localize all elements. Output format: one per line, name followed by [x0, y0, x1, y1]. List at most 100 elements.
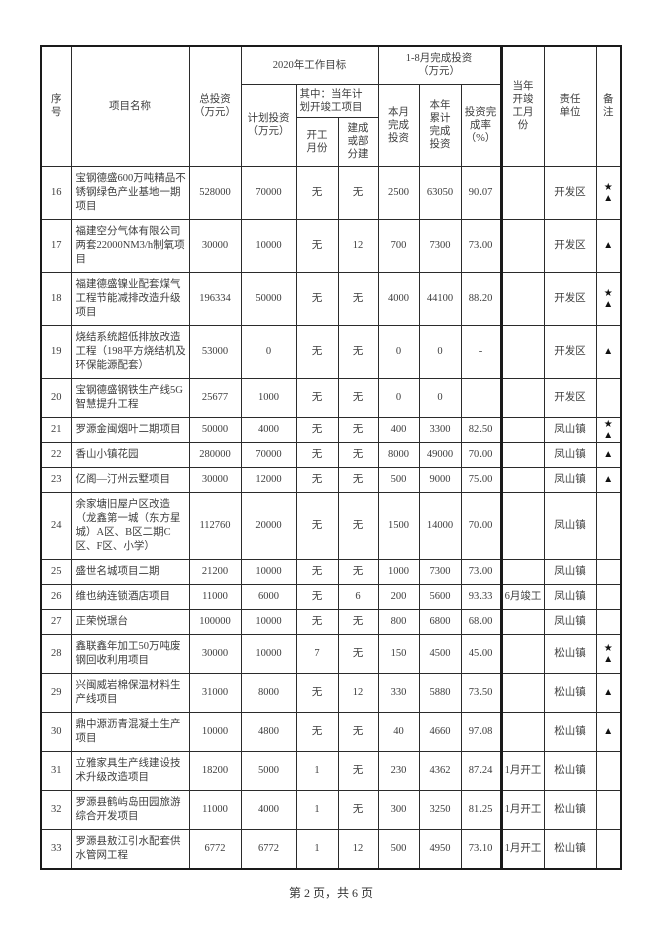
table-row: 32 罗源县鹤屿岛田园旅游综合开发项目 11000 4000 1 无 300 3…	[40, 789, 622, 830]
cell-built-or-partial: 无	[337, 558, 379, 585]
col-header-completion-rate: 投资完 成率 （%）	[460, 83, 502, 167]
cell-start-finish-month	[499, 416, 545, 443]
cell-note	[595, 608, 622, 635]
page-number-footer: 第 2 页，共 6 页	[288, 886, 373, 900]
cell-month-investment: 800	[377, 608, 420, 635]
cell-year-cumulative-investment: 3250	[418, 789, 462, 830]
cell-completion-rate: 88.20	[460, 271, 502, 326]
cell-planned-investment: 6772	[240, 828, 297, 869]
cell-start-finish-month	[499, 271, 545, 326]
cell-month-investment: 330	[377, 672, 420, 713]
cell-start-month: 无	[295, 466, 339, 493]
cell-month-investment: 500	[377, 466, 420, 493]
cell-built-or-partial: 无	[337, 441, 379, 468]
cell-planned-investment: 20000	[240, 491, 297, 560]
cell-planned-investment: 4800	[240, 711, 297, 752]
cell-total-investment: 30000	[188, 466, 242, 493]
cell-seq: 17	[40, 218, 72, 273]
table-row: 16 宝钢德盛600万吨精品不锈钢绿色产业基地一期项目 528000 70000…	[40, 165, 622, 220]
table-row: 27 正荣悦璟台 100000 10000 无 无 800 6800 68.00…	[40, 608, 622, 635]
cell-planned-investment: 10000	[240, 633, 297, 674]
table-row: 26 维也纳连锁酒店项目 11000 6000 无 6 200 5600 93.…	[40, 583, 622, 610]
cell-planned-investment: 0	[240, 324, 297, 379]
table-row: 18 福建德盛镍业配套煤气工程节能减排改造升级项目 196334 50000 无…	[40, 271, 622, 326]
cell-seq: 30	[40, 711, 72, 752]
cell-seq: 21	[40, 416, 72, 443]
cell-note	[595, 491, 622, 560]
cell-total-investment: 53000	[188, 324, 242, 379]
table-body: 16 宝钢德盛600万吨精品不锈钢绿色产业基地一期项目 528000 70000…	[40, 165, 622, 869]
cell-completion-rate: 75.00	[460, 466, 502, 493]
cell-total-investment: 528000	[188, 165, 242, 220]
cell-note	[595, 558, 622, 585]
cell-responsible-unit: 开发区	[543, 165, 597, 220]
cell-month-investment: 200	[377, 583, 420, 610]
cell-project-name: 福建空分气体有限公司两套22000NM3/h制氧项目	[70, 218, 190, 273]
table-row: 19 烧结系统超低排放改造工程（198平方烧结机及环保能源配套） 53000 0…	[40, 324, 622, 379]
cell-start-finish-month: 1月开工	[499, 750, 545, 791]
cell-start-finish-month: 1月开工	[499, 828, 545, 869]
table-row: 33 罗源县敖江引水配套供水管网工程 6772 6772 1 12 500 49…	[40, 828, 622, 869]
cell-total-investment: 10000	[188, 711, 242, 752]
col-header-total-investment: 总投资 （万元）	[188, 45, 242, 167]
col-group-jan-aug-investment: 1-8月完成投资 （万元）	[377, 45, 502, 85]
cell-month-investment: 2500	[377, 165, 420, 220]
cell-total-investment: 31000	[188, 672, 242, 713]
cell-planned-investment: 50000	[240, 271, 297, 326]
cell-seq: 18	[40, 271, 72, 326]
cell-built-or-partial: 无	[337, 324, 379, 379]
cell-year-cumulative-investment: 0	[418, 377, 462, 418]
cell-seq: 28	[40, 633, 72, 674]
cell-year-cumulative-investment: 63050	[418, 165, 462, 220]
cell-total-investment: 112760	[188, 491, 242, 560]
cell-start-finish-month	[499, 491, 545, 560]
cell-project-name: 香山小镇花园	[70, 441, 190, 468]
cell-project-name: 宝钢德盛600万吨精品不锈钢绿色产业基地一期项目	[70, 165, 190, 220]
cell-project-name: 盛世名城项目二期	[70, 558, 190, 585]
cell-planned-investment: 70000	[240, 441, 297, 468]
cell-note	[595, 750, 622, 791]
cell-month-investment: 1500	[377, 491, 420, 560]
cell-note: ★ ▲	[595, 165, 622, 220]
cell-project-name: 罗源县敖江引水配套供水管网工程	[70, 828, 190, 869]
cell-start-month: 1	[295, 789, 339, 830]
cell-total-investment: 11000	[188, 789, 242, 830]
cell-built-or-partial: 无	[337, 789, 379, 830]
cell-month-investment: 500	[377, 828, 420, 869]
cell-seq: 26	[40, 583, 72, 610]
cell-start-finish-month	[499, 466, 545, 493]
cell-total-investment: 196334	[188, 271, 242, 326]
cell-seq: 32	[40, 789, 72, 830]
cell-start-finish-month	[499, 608, 545, 635]
cell-month-investment: 0	[377, 324, 420, 379]
cell-completion-rate: 45.00	[460, 633, 502, 674]
cell-built-or-partial: 无	[337, 750, 379, 791]
cell-built-or-partial: 12	[337, 218, 379, 273]
cell-start-month: 无	[295, 608, 339, 635]
cell-total-investment: 25677	[188, 377, 242, 418]
col-header-responsible-unit: 责任 单位	[543, 45, 597, 167]
cell-year-cumulative-investment: 4660	[418, 711, 462, 752]
cell-start-month: 1	[295, 750, 339, 791]
cell-seq: 27	[40, 608, 72, 635]
cell-note: ▲	[595, 441, 622, 468]
cell-responsible-unit: 开发区	[543, 377, 597, 418]
cell-project-name: 立雅家具生产线建设技术升级改造项目	[70, 750, 190, 791]
cell-project-name: 宝钢德盛钢铁生产线5G智慧提升工程	[70, 377, 190, 418]
cell-planned-investment: 4000	[240, 416, 297, 443]
cell-built-or-partial: 无	[337, 711, 379, 752]
cell-responsible-unit: 松山镇	[543, 828, 597, 869]
col-header-start-finish-month: 当年 开竣 工月 份	[499, 45, 545, 167]
col-header-start-month: 开工 月份	[295, 116, 339, 167]
cell-year-cumulative-investment: 49000	[418, 441, 462, 468]
cell-month-investment: 700	[377, 218, 420, 273]
col-header-planned-investment: 计划投资 （万元）	[240, 83, 297, 167]
cell-responsible-unit: 开发区	[543, 324, 597, 379]
cell-note	[595, 377, 622, 418]
cell-start-finish-month: 6月竣工	[499, 583, 545, 610]
cell-planned-investment: 10000	[240, 558, 297, 585]
cell-responsible-unit: 凤山镇	[543, 608, 597, 635]
cell-responsible-unit: 松山镇	[543, 750, 597, 791]
cell-start-finish-month	[499, 558, 545, 585]
